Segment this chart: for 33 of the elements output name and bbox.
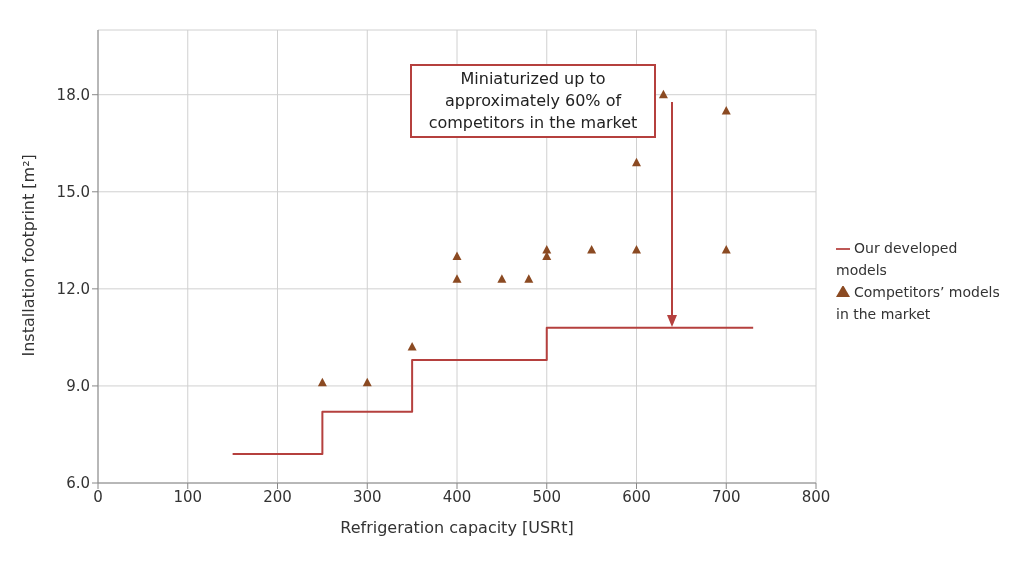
- x-tick-label: 200: [263, 487, 292, 506]
- legend-label: Competitors’ models in the market: [836, 283, 1000, 322]
- x-tick-label: 300: [352, 487, 382, 506]
- point: [542, 245, 552, 254]
- legend-label: Our developed models: [836, 239, 958, 278]
- x-tick-label: 500: [532, 487, 562, 506]
- point: [452, 274, 462, 283]
- x-tick-label: 800: [801, 487, 831, 506]
- x-tick-label: 400: [442, 487, 472, 506]
- y-tick-label: 9.0: [66, 377, 90, 396]
- y-tick-label: 6.0: [66, 474, 90, 493]
- point: [658, 89, 668, 99]
- point: [721, 105, 731, 115]
- annotation: Miniaturized up to approximately 60% of competitors in the market: [410, 64, 656, 138]
- y-axis-title: Installation footprint [m²]: [18, 154, 38, 357]
- point: [497, 274, 507, 283]
- point: [721, 245, 731, 254]
- y-tick-label: 18.0: [56, 86, 90, 105]
- point: [362, 377, 372, 387]
- y-tick-label: 12.0: [56, 280, 90, 299]
- x-tick-label: 700: [711, 487, 741, 506]
- x-tick-label: 600: [622, 487, 651, 506]
- y-tick-label: 15.0: [56, 183, 90, 202]
- point: [632, 157, 641, 167]
- x-axis-title: Refrigeration capacity [USRt]: [340, 518, 574, 537]
- point: [587, 245, 597, 254]
- point: [452, 251, 462, 260]
- x-tick-label: 0: [93, 487, 103, 506]
- point: [632, 245, 641, 254]
- point: [317, 377, 327, 387]
- x-tick-label: 100: [173, 487, 203, 506]
- point: [407, 342, 417, 351]
- point: [524, 274, 534, 283]
